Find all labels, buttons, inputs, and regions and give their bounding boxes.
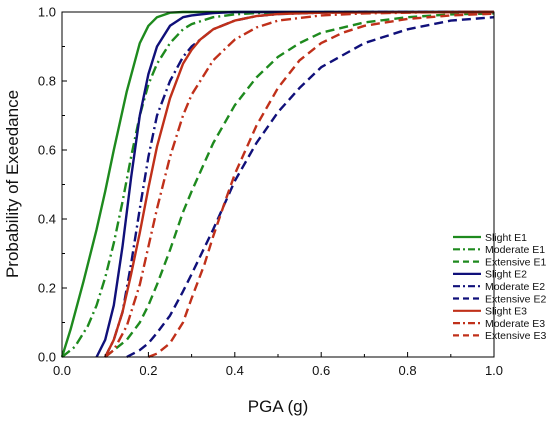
y-axis-label: Probability of Exeedance bbox=[3, 90, 22, 278]
series-line-extensive-e2 bbox=[126, 16, 495, 359]
x-tick-label: 0.4 bbox=[226, 363, 244, 378]
legend-label: Slight E1 bbox=[485, 232, 527, 244]
y-tick-label: 0.8 bbox=[38, 74, 56, 89]
series-lines bbox=[60, 10, 495, 359]
legend-label: Extensive E2 bbox=[485, 293, 546, 305]
series-line-moderate-e1 bbox=[61, 10, 494, 358]
y-tick-label: 1.0 bbox=[38, 5, 56, 20]
x-axis-label: PGA (g) bbox=[248, 397, 308, 416]
x-axis-ticks: 0.0 0.2 0.4 0.6 0.8 1.0 bbox=[53, 352, 503, 378]
legend-label: Extensive E3 bbox=[485, 330, 546, 342]
series-line-slight-e3 bbox=[104, 10, 495, 358]
legend-label: Moderate E2 bbox=[485, 281, 545, 293]
series-line-extensive-e3 bbox=[147, 12, 495, 359]
series-line-extensive-e1 bbox=[104, 12, 495, 358]
series-line-slight-e2 bbox=[95, 10, 494, 358]
y-tick-label: 0.4 bbox=[38, 212, 56, 227]
x-tick-label: 0.8 bbox=[399, 363, 417, 378]
x-tick-label: 0.0 bbox=[53, 363, 71, 378]
legend-label: Slight E3 bbox=[485, 306, 527, 318]
legend-label: Extensive E1 bbox=[485, 256, 546, 268]
legend-label: Moderate E3 bbox=[485, 318, 545, 330]
y-tick-label: 0.0 bbox=[38, 350, 56, 365]
y-tick-label: 0.2 bbox=[38, 281, 56, 296]
y-axis-ticks: 0.0 0.2 0.4 0.6 0.8 1.0 bbox=[38, 5, 67, 365]
y-tick-label: 0.6 bbox=[38, 143, 56, 158]
series-line-moderate-e3 bbox=[104, 10, 494, 358]
x-tick-label: 0.2 bbox=[139, 363, 157, 378]
x-tick-label: 1.0 bbox=[485, 363, 503, 378]
legend-label: Slight E2 bbox=[485, 269, 527, 281]
legend-label: Moderate E1 bbox=[485, 244, 545, 256]
x-tick-label: 0.6 bbox=[312, 363, 330, 378]
